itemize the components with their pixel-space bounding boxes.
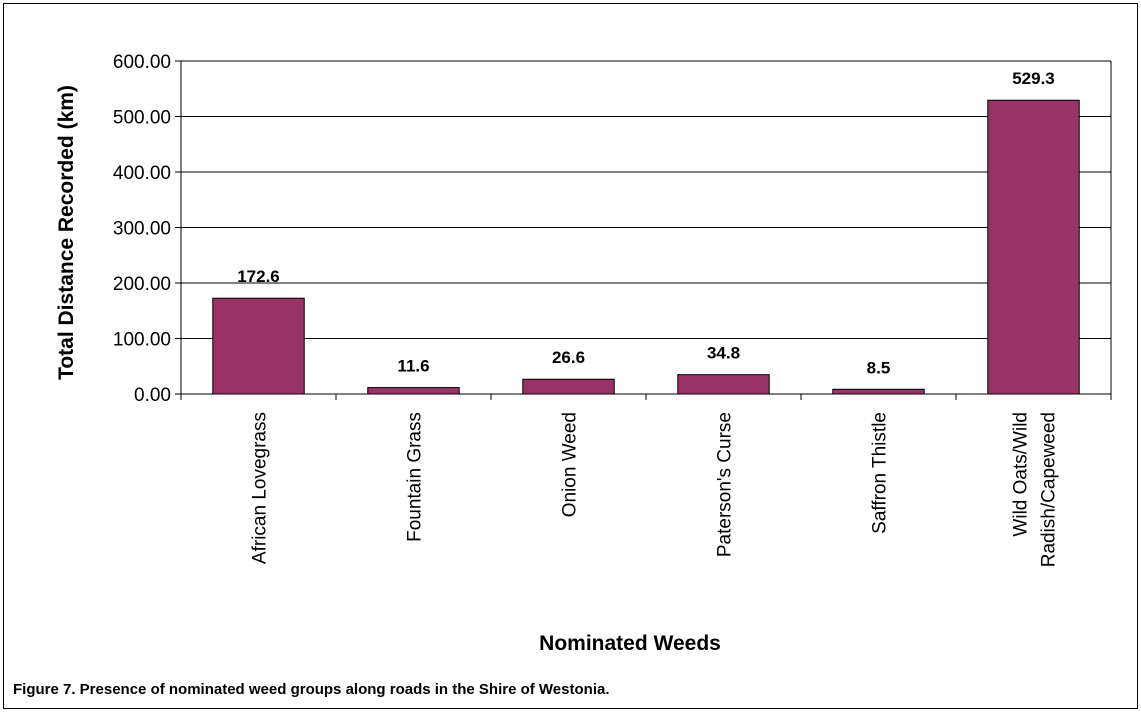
- x-axis-title: Nominated Weeds: [539, 632, 721, 655]
- bars: [212, 99, 1080, 395]
- x-tick-label: Fountain Grass: [405, 412, 426, 542]
- gridlines: [181, 60, 1111, 339]
- x-tick-label: African Lovegrass: [250, 412, 271, 564]
- x-tick-label-line: Saffron Thistle: [870, 412, 891, 534]
- x-tick-label-line: Fountain Grass: [405, 412, 426, 542]
- bar: [212, 297, 305, 395]
- x-tick-label: Saffron Thistle: [870, 412, 891, 534]
- y-axis-title: Total Distance Recorded (km): [55, 85, 78, 380]
- data-label: 529.3: [1012, 69, 1055, 88]
- figure-caption: Figure 7. Presence of nominated weed gro…: [13, 681, 610, 698]
- y-tick-label: 300.00: [113, 219, 171, 240]
- x-tick-label: Onion Weed: [560, 412, 581, 517]
- data-label: 26.6: [552, 348, 585, 367]
- x-tick-label-line: Wild Oats/Wild: [1011, 412, 1032, 537]
- data-label: 34.8: [707, 344, 740, 363]
- labels: 0.00 100.00 200.00 300.00 400.00 500.00 600.00…: [55, 52, 1060, 655]
- x-tick-label-line: Radish/Capeweed: [1039, 412, 1060, 567]
- bar: [832, 388, 925, 395]
- y-tick-label: 100.00: [113, 330, 171, 351]
- x-tick-label-line: Onion Weed: [560, 412, 581, 517]
- data-label: 172.6: [237, 267, 280, 286]
- data-label: 8.5: [867, 358, 891, 377]
- y-tick-label: 400.00: [113, 163, 171, 184]
- bar-chart: 0.00 100.00 200.00 300.00 400.00 500.00 600.00…: [55, 52, 1112, 655]
- x-tick-label: Paterson's Curse: [715, 412, 736, 557]
- y-tick-label: 600.00: [113, 52, 171, 73]
- y-tick-label: 0.00: [134, 385, 171, 406]
- figure-frame: 0.00 100.00 200.00 300.00 400.00 500.00 600.00…: [3, 3, 1138, 709]
- axes: [175, 60, 1112, 400]
- data-label: 11.6: [397, 357, 429, 376]
- bar: [522, 378, 615, 395]
- x-tick-label: Wild Oats/Wild Radish/Capeweed: [1011, 412, 1060, 567]
- bar: [987, 99, 1080, 395]
- x-tick-label-line: African Lovegrass: [250, 412, 271, 564]
- y-tick-label: 500.00: [113, 108, 171, 129]
- x-tick-label-line: Paterson's Curse: [715, 412, 736, 557]
- y-tick-label: 200.00: [113, 274, 171, 295]
- bar: [367, 387, 460, 395]
- bar: [677, 374, 770, 395]
